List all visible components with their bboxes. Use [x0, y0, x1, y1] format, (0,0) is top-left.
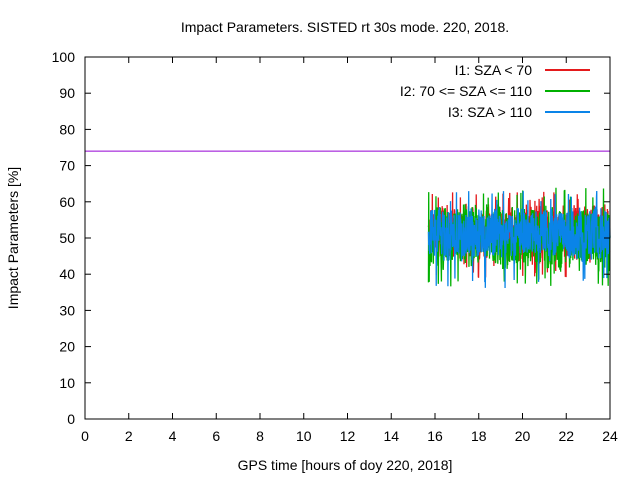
legend-label-2: I2: 70 <= SZA <= 110	[400, 83, 532, 99]
x-tick-label: 2	[125, 428, 133, 444]
axis-layer: 0 2 4 6 8 10 12 14 16 18 20 22 240102030405060708090…	[52, 49, 618, 444]
x-axis-label: GPS time [hours of doy 220, 2018]	[238, 457, 453, 473]
x-tick-label: 20	[515, 428, 531, 444]
x-tick-label: 24	[602, 428, 618, 444]
y-axis-label: Impact Parameters [%]	[5, 167, 21, 309]
y-tick-label: 60	[59, 194, 75, 210]
legend: I1: SZA < 70 I2: 70 <= SZA <= 110 I3: SZA …	[400, 62, 590, 120]
legend-label-1: I1: SZA < 70	[455, 62, 533, 78]
y-tick-label: 40	[59, 266, 75, 282]
y-tick-label: 20	[59, 339, 75, 355]
series-line-3	[427, 191, 611, 288]
x-tick-label: 12	[340, 428, 356, 444]
x-tick-label: 4	[169, 428, 177, 444]
x-tick-label: 18	[471, 428, 487, 444]
x-tick-label: 22	[558, 428, 574, 444]
y-tick-label: 50	[59, 230, 75, 246]
x-tick-label: 8	[256, 428, 264, 444]
x-tick-label: 14	[383, 428, 399, 444]
chart-title: Impact Parameters. SISTED rt 30s mode. 2…	[181, 19, 509, 35]
x-tick-label: 16	[427, 428, 443, 444]
x-tick-label: 0	[81, 428, 89, 444]
y-tick-label: 30	[59, 302, 75, 318]
x-tick-label: 6	[212, 428, 220, 444]
x-tick-label: 10	[296, 428, 312, 444]
y-tick-label: 10	[59, 375, 75, 391]
y-tick-label: 70	[59, 158, 75, 174]
y-tick-label: 90	[59, 85, 75, 101]
y-tick-label: 0	[67, 411, 75, 427]
legend-label-3: I3: SZA > 110	[448, 104, 532, 120]
series-layer	[427, 187, 611, 288]
y-tick-label: 100	[52, 49, 76, 65]
y-tick-label: 80	[59, 121, 75, 137]
